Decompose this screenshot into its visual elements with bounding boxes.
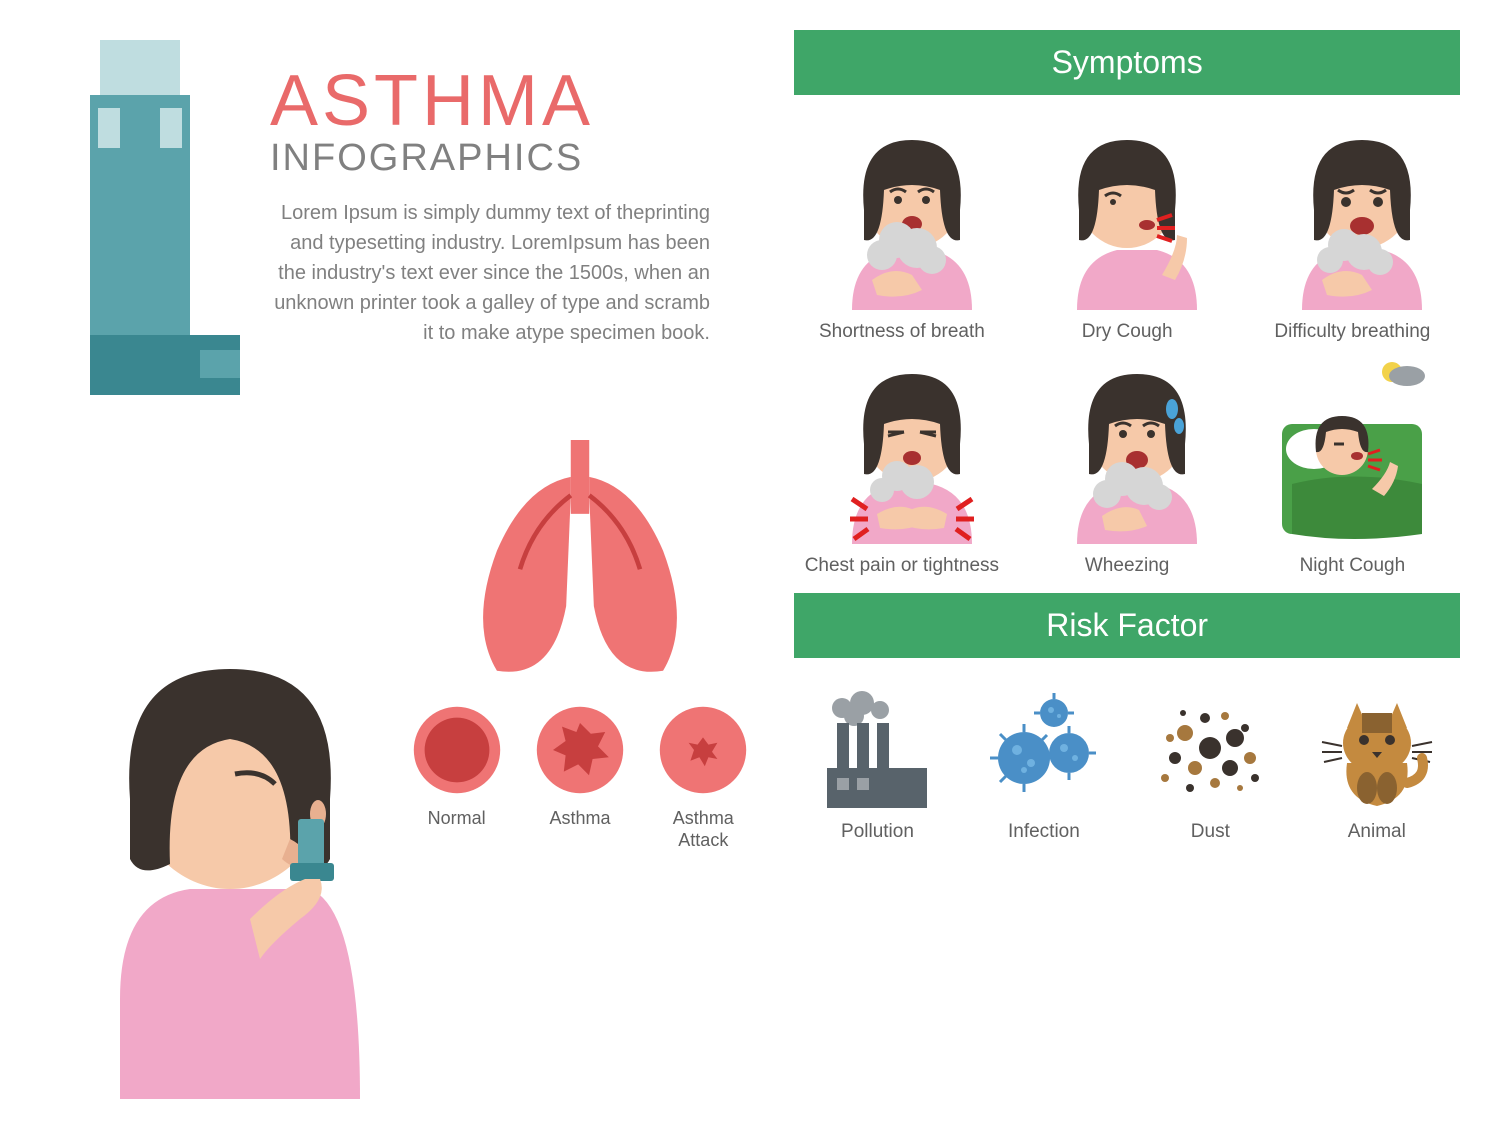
symptom-shortness-icon	[822, 120, 982, 310]
symptom-drycough-icon	[1047, 120, 1207, 310]
symptom-wheeze-icon	[1047, 354, 1207, 544]
airway-label: Normal	[410, 808, 503, 830]
airway-asthma: Asthma	[533, 705, 626, 851]
symptom-night-icon	[1272, 354, 1432, 544]
symptoms-grid: Shortness of breath Dry Cough	[794, 95, 1460, 593]
symptom-label: Night Cough	[1255, 555, 1450, 578]
left-column: ASTHMA INFOGRAPHICS Lorem Ipsum is simpl…	[40, 30, 774, 1099]
airway-asthma-icon	[535, 705, 625, 795]
risk-label: Pollution	[804, 821, 950, 843]
main-title: ASTHMA	[270, 60, 770, 142]
symptom-difficulty-icon	[1272, 120, 1432, 310]
symptom-label: Shortness of breath	[804, 321, 999, 344]
symptom-label: Wheezing	[1030, 555, 1225, 578]
risk-label: Dust	[1137, 821, 1283, 843]
symptom-label: Difficulty breathing	[1255, 321, 1450, 344]
risk-animal: Animal	[1304, 688, 1450, 843]
symptom-chest: Chest pain or tightness	[804, 354, 999, 578]
body-text: Lorem Ipsum is simply dummy text of thep…	[270, 198, 770, 348]
factory-icon	[812, 688, 942, 808]
dust-icon	[1145, 688, 1275, 808]
airway-attack-icon	[658, 705, 748, 795]
symptoms-header: Symptoms	[794, 30, 1460, 95]
symptom-label: Chest pain or tightness	[804, 555, 999, 578]
airway-normal: Normal	[410, 705, 503, 851]
symptom-difficulty: Difficulty breathing	[1255, 120, 1450, 344]
airway-attack: Asthma Attack	[657, 705, 750, 851]
symptom-shortness: Shortness of breath	[804, 120, 999, 344]
risk-infection: Infection	[971, 688, 1117, 843]
symptom-wheeze: Wheezing	[1030, 354, 1225, 578]
symptom-chest-icon	[822, 354, 982, 544]
sub-title: INFOGRAPHICS	[270, 137, 770, 180]
risk-grid: Pollution	[794, 658, 1460, 853]
inhaler-large-icon	[60, 40, 240, 400]
airway-row: Normal Asthma Asthma Attack	[410, 705, 750, 851]
woman-inhaler-icon	[60, 619, 360, 1099]
title-block: ASTHMA INFOGRAPHICS Lorem Ipsum is simpl…	[270, 60, 770, 348]
airway-label: Asthma	[533, 808, 626, 830]
symptom-night: Night Cough	[1255, 354, 1450, 578]
symptom-drycough: Dry Cough	[1030, 120, 1225, 344]
lungs-block: Normal Asthma Asthma Attack	[410, 440, 750, 851]
risk-dust: Dust	[1137, 688, 1283, 843]
cat-icon	[1312, 688, 1442, 808]
lungs-icon	[440, 440, 720, 680]
symptom-label: Dry Cough	[1030, 321, 1225, 344]
risk-label: Animal	[1304, 821, 1450, 843]
risk-header: Risk Factor	[794, 593, 1460, 658]
virus-icon	[979, 688, 1109, 808]
airway-label: Asthma Attack	[657, 808, 750, 851]
risk-label: Infection	[971, 821, 1117, 843]
airway-normal-icon	[412, 705, 502, 795]
right-column: Symptoms Shortness of breat	[774, 30, 1460, 1099]
risk-pollution: Pollution	[804, 688, 950, 843]
